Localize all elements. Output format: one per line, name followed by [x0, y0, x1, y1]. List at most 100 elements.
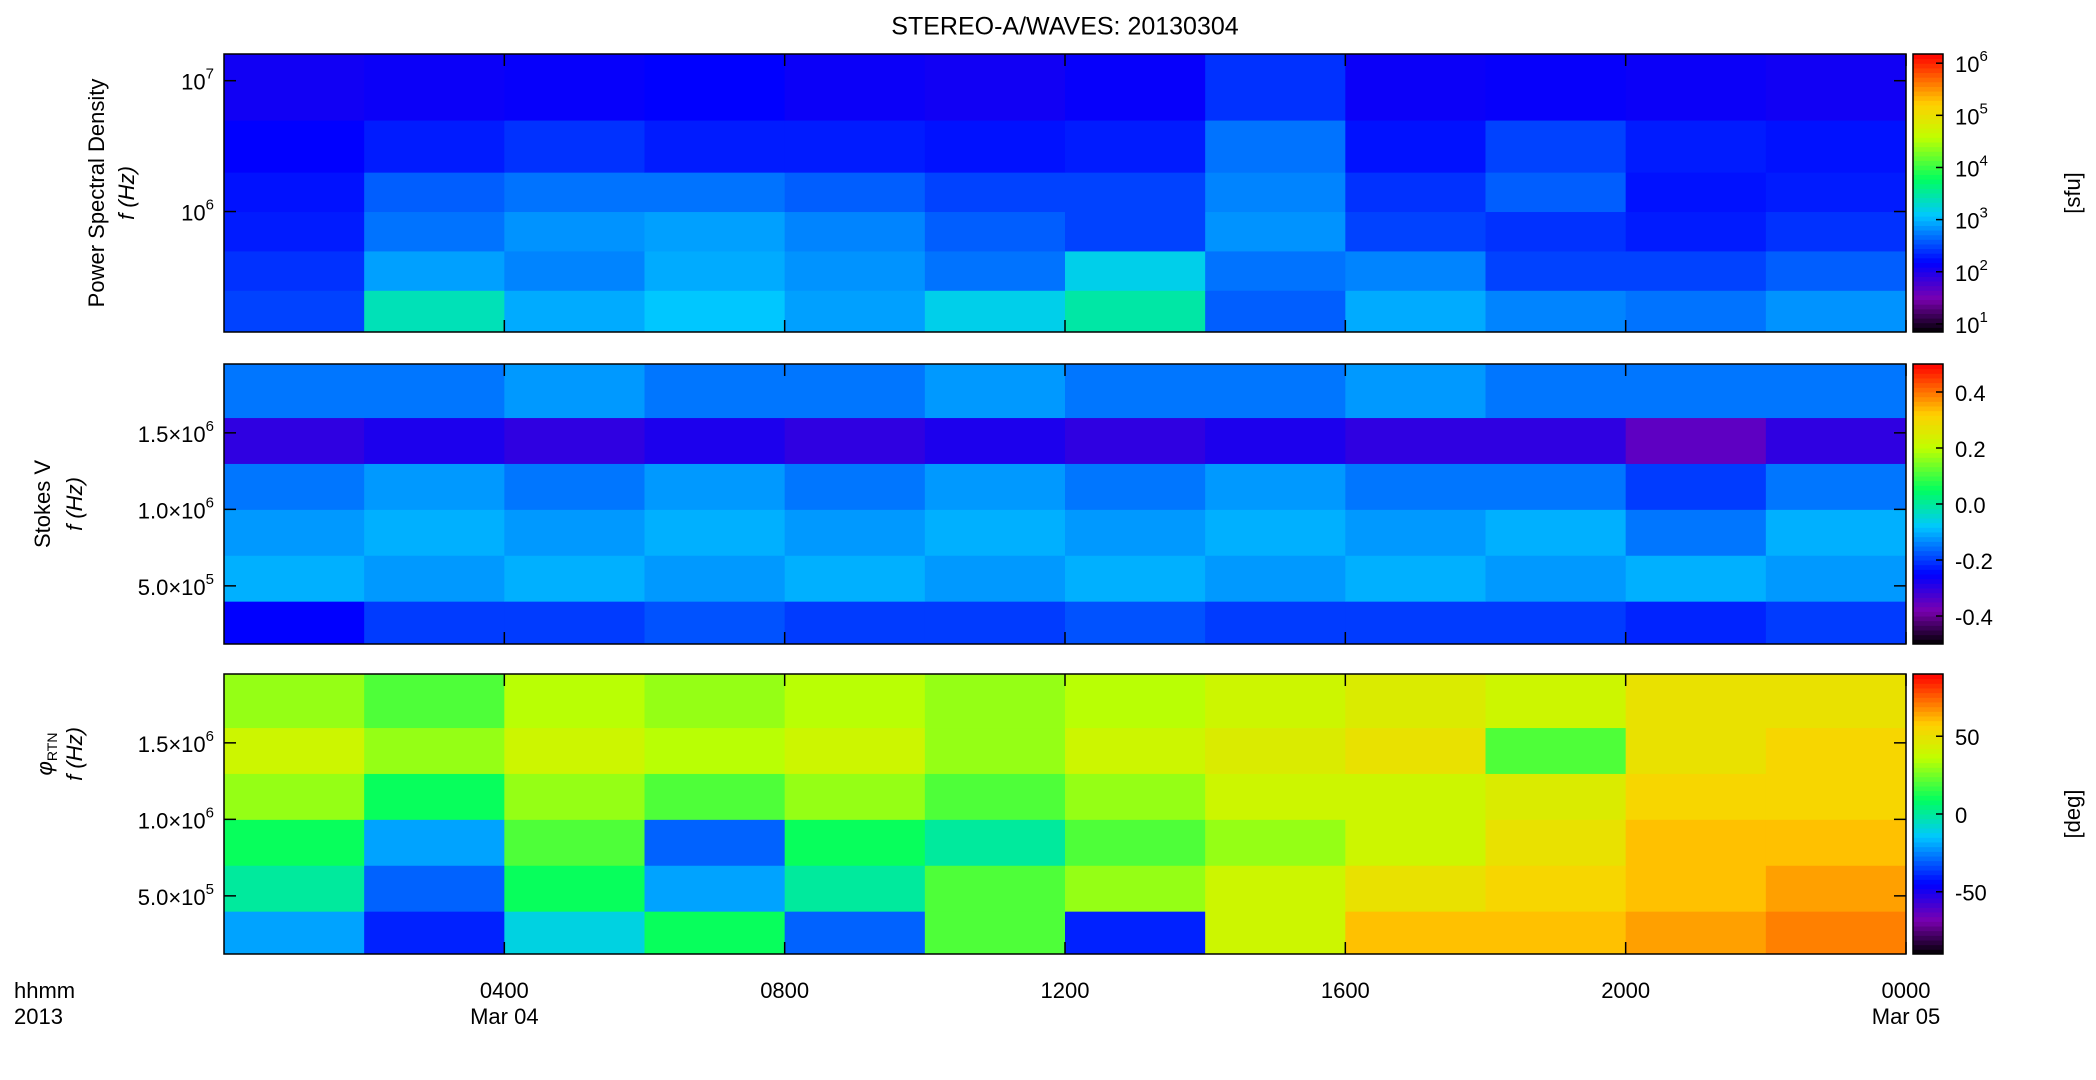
colorbar-segment	[1913, 725, 1943, 731]
colorbar-tick-label-exponent: 4	[1979, 152, 1987, 169]
heat-cell	[1065, 172, 1206, 213]
colorbar-tick-label-base: 10	[1955, 156, 1979, 181]
heat-cell	[1345, 865, 1486, 912]
heat-cell	[1765, 674, 1907, 729]
heat-cell	[1065, 555, 1206, 602]
heat-cell	[1625, 727, 1767, 774]
heat-cell	[364, 865, 505, 912]
colorbar-segment	[1913, 494, 1943, 500]
colorbar-segment	[1913, 720, 1943, 726]
colorbar-segment	[1913, 151, 1943, 157]
x-tick-label: 0800	[760, 978, 809, 1003]
colorbar-segment	[1913, 285, 1943, 291]
heat-cell	[1345, 601, 1486, 645]
heat-cell	[644, 674, 786, 729]
colorbar-segment	[1913, 884, 1943, 890]
heat-cell	[924, 250, 1066, 291]
heat-cell	[644, 364, 786, 419]
colorbar-label: [sfu]	[2060, 172, 2085, 214]
colorbar-tick-label: -0.4	[1955, 605, 1993, 630]
heat-cell	[224, 120, 365, 173]
heat-cell	[1065, 674, 1206, 729]
heat-cell	[364, 463, 505, 510]
heat-cell	[1765, 364, 1907, 419]
heat-cell	[504, 555, 645, 602]
colorbar-segment	[1913, 828, 1943, 834]
colorbar-segment	[1913, 674, 1943, 680]
heat-cell	[1765, 172, 1907, 213]
heat-cell	[1205, 727, 1346, 774]
colorbar-segment	[1913, 308, 1943, 314]
colorbar-segment	[1913, 480, 1943, 486]
colorbar-segment	[1913, 476, 1943, 482]
heat-cell	[784, 364, 926, 419]
heat-cell	[504, 172, 645, 213]
colorbar-segment	[1913, 888, 1943, 894]
heat-cell	[784, 250, 926, 291]
colorbar-segment	[1913, 193, 1943, 199]
colorbar-segment	[1913, 54, 1943, 60]
heat-cell	[1765, 250, 1907, 291]
colorbar-tick-label-exponent: 5	[1979, 100, 1987, 117]
colorbar-segment	[1913, 169, 1943, 175]
heat-cell	[1765, 727, 1907, 774]
heat-cell	[784, 911, 926, 955]
heat-cell	[1485, 555, 1627, 602]
heat-cell	[504, 509, 645, 556]
colorbar-segment	[1913, 678, 1943, 684]
y-tick-label: 107	[181, 66, 214, 95]
colorbar-segment	[1913, 452, 1943, 458]
heat-cell	[1485, 773, 1627, 820]
colorbar-segment	[1913, 271, 1943, 277]
heat-cell	[224, 911, 365, 955]
y-tick-label-base: 10	[181, 70, 205, 95]
y-tick-label-exponent: 6	[206, 494, 214, 511]
colorbar-segment	[1913, 490, 1943, 496]
colorbar-segment	[1913, 128, 1943, 134]
heat-cell	[1065, 250, 1206, 291]
colorbar-segment	[1913, 137, 1943, 143]
heat-cell	[364, 172, 505, 213]
colorbar-segment	[1913, 118, 1943, 124]
heat-cell	[1205, 290, 1346, 333]
colorbar-segment	[1913, 72, 1943, 78]
y-tick-label-base: 5.0×10	[138, 885, 206, 910]
heat-cell	[364, 674, 505, 729]
y-axis-label: f (Hz)	[62, 727, 87, 781]
heat-cell	[1205, 250, 1346, 291]
colorbar-segment	[1913, 772, 1943, 778]
y-axis-label: φRTN	[32, 733, 60, 776]
colorbar-segment	[1913, 485, 1943, 491]
colorbar-segment	[1913, 800, 1943, 806]
colorbar-segment	[1913, 879, 1943, 885]
heat-cell	[364, 364, 505, 419]
heat-cell	[924, 211, 1066, 252]
heat-cell	[924, 417, 1066, 464]
heat-cell	[1485, 865, 1627, 912]
heat-cell	[1065, 727, 1206, 774]
heat-cell	[364, 601, 505, 645]
colorbar-segment	[1913, 100, 1943, 106]
heat-cell	[224, 463, 365, 510]
colorbar-segment	[1913, 81, 1943, 87]
heat-cell	[224, 172, 365, 213]
colorbar-tick-label-base: 0.0	[1955, 493, 1986, 518]
heat-cell	[504, 601, 645, 645]
colorbar-frame	[1912, 53, 1944, 333]
colorbar-segment	[1913, 762, 1943, 768]
colorbar-segment	[1913, 842, 1943, 848]
colorbar-tick-label-base: 10	[1955, 208, 1979, 233]
heat-cell	[504, 865, 645, 912]
colorbar-segment	[1913, 949, 1943, 955]
colorbar-tick-label-base: 10	[1955, 313, 1979, 338]
heat-cell	[1065, 54, 1206, 121]
colorbar-segment	[1913, 804, 1943, 810]
colorbar-segment	[1913, 155, 1943, 162]
heat-cell	[1485, 819, 1627, 866]
heat-cell	[1765, 911, 1907, 955]
heat-cell	[1345, 727, 1486, 774]
heat-cell	[364, 250, 505, 291]
heat-cell	[644, 290, 786, 333]
colorbar-segment	[1913, 513, 1943, 519]
colorbar-segment	[1913, 230, 1943, 236]
